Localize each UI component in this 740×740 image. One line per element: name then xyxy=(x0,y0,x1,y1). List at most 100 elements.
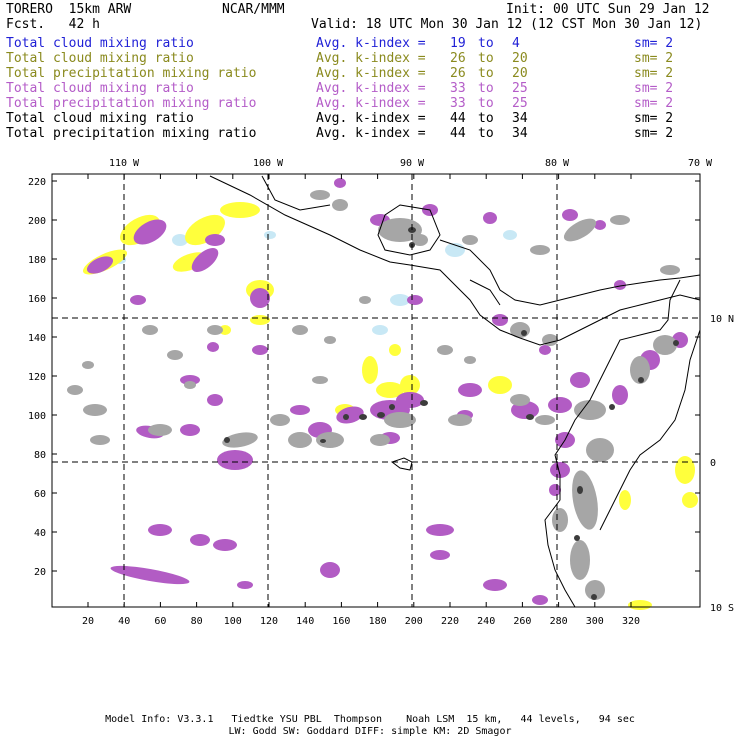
gray-patch xyxy=(312,376,328,384)
legend-k-low: 20 xyxy=(512,66,528,81)
purple-patch xyxy=(217,450,253,470)
dark-core xyxy=(638,377,644,383)
legend-field-name: Total cloud mixing ratio xyxy=(6,111,194,126)
precip-field-shapes xyxy=(67,178,698,610)
purple-patch xyxy=(237,581,253,589)
gray-patch xyxy=(462,235,478,245)
bottom-x-label: 220 xyxy=(441,616,459,627)
dark-core xyxy=(673,340,679,346)
gray-patch xyxy=(359,296,371,304)
dark-core xyxy=(521,330,527,336)
purple-patch xyxy=(426,524,454,536)
top-lon-label: 90 W xyxy=(400,158,425,169)
purple-patch xyxy=(207,394,223,406)
model-info-line2: LW: Godd SW: Goddard DIFF: simple KM: 2D… xyxy=(228,726,512,737)
purple-patch xyxy=(549,484,561,496)
cloud-patch xyxy=(372,325,388,335)
cloud-patch xyxy=(172,234,188,246)
dark-core xyxy=(609,404,615,410)
legend-k-high: 44 xyxy=(450,111,466,126)
model-title: TORERO 15km ARW xyxy=(6,2,132,17)
bottom-x-label: 40 xyxy=(118,616,130,627)
gray-patch xyxy=(570,540,590,580)
yellow-patch xyxy=(628,600,652,610)
bottom-x-label: 140 xyxy=(296,616,314,627)
gray-patch xyxy=(572,470,598,530)
left-y-label: 20 xyxy=(34,567,46,578)
gray-patch xyxy=(653,335,677,355)
purple-patch xyxy=(86,256,114,274)
gray-patch xyxy=(630,356,650,384)
purple-patch xyxy=(430,550,450,560)
legend-field-name: Total cloud mixing ratio xyxy=(6,36,194,51)
dark-core xyxy=(377,412,385,418)
init-time: Init: 00 UTC Sun 29 Jan 12 xyxy=(506,2,710,17)
cloud-patch xyxy=(503,230,517,240)
purple-patch xyxy=(320,562,340,578)
legend-k-low: 4 xyxy=(512,36,520,51)
cloud-patch xyxy=(390,294,410,306)
yellow-patch xyxy=(389,344,401,356)
forecast-hour: Fcst. 42 h xyxy=(6,17,100,32)
purple-patch xyxy=(458,383,482,397)
purple-patch xyxy=(205,234,225,246)
yellow-patch xyxy=(619,490,631,510)
purple-patch xyxy=(396,392,424,408)
legend-to: to xyxy=(478,96,494,111)
dark-core xyxy=(420,400,428,406)
purple-patch xyxy=(130,295,146,305)
gray-patch xyxy=(574,400,606,420)
purple-patch xyxy=(550,462,570,478)
gray-patch xyxy=(530,245,550,255)
bottom-x-label: 240 xyxy=(477,616,495,627)
right-lat-label: 0 xyxy=(710,458,716,469)
gray-patch xyxy=(437,345,453,355)
gray-patch xyxy=(83,404,107,416)
yellow-patch xyxy=(220,202,260,218)
gray-patch xyxy=(510,394,530,406)
legend-to: to xyxy=(478,36,494,51)
legend-k-high: 19 xyxy=(450,36,466,51)
purple-patch xyxy=(594,220,606,230)
bottom-x-label: 120 xyxy=(260,616,278,627)
legend-field-name: Total precipitation mixing ratio xyxy=(6,96,257,111)
gray-patch xyxy=(184,381,196,389)
left-y-label: 60 xyxy=(34,489,46,500)
purple-patch xyxy=(191,248,219,272)
legend-avg-label: Avg. k-index = xyxy=(316,96,426,111)
legend-k-low: 34 xyxy=(512,111,528,126)
gray-patch xyxy=(332,199,348,211)
coast-central-america-pacific xyxy=(209,175,701,346)
gray-patch xyxy=(142,325,158,335)
lat-lon-grid xyxy=(52,174,700,607)
yellow-patch xyxy=(682,492,698,508)
border-central-america xyxy=(469,279,501,306)
gray-patch xyxy=(292,325,308,335)
valid-time: Valid: 18 UTC Mon 30 Jan 12 (12 CST Mon … xyxy=(311,17,703,32)
legend-smoothing: sm= 2 xyxy=(634,126,674,141)
gray-patch xyxy=(464,356,476,364)
legend-k-high: 33 xyxy=(450,81,466,96)
gray-patch xyxy=(310,190,330,200)
yellow-patch xyxy=(362,356,378,384)
gray-patch xyxy=(370,434,390,446)
purple-patch xyxy=(483,212,497,224)
legend-smoothing: sm= 2 xyxy=(634,81,674,96)
yellow-patch xyxy=(675,456,695,484)
purple-patch xyxy=(483,579,507,591)
bottom-x-label: 300 xyxy=(586,616,604,627)
legend-avg-label: Avg. k-index = xyxy=(316,126,426,141)
left-y-label: 140 xyxy=(28,333,46,344)
gray-patch xyxy=(535,415,555,425)
bottom-x-label: 60 xyxy=(154,616,166,627)
yellow-patch xyxy=(488,376,512,394)
purple-patch xyxy=(180,375,200,385)
left-y-label: 100 xyxy=(28,411,46,422)
legend-field-name: Total precipitation mixing ratio xyxy=(6,126,257,141)
left-y-label: 80 xyxy=(34,450,46,461)
legend-k-high: 33 xyxy=(450,96,466,111)
legend-to: to xyxy=(478,66,494,81)
gray-patch xyxy=(324,336,336,344)
purple-patch xyxy=(213,539,237,551)
purple-patch xyxy=(250,288,270,308)
